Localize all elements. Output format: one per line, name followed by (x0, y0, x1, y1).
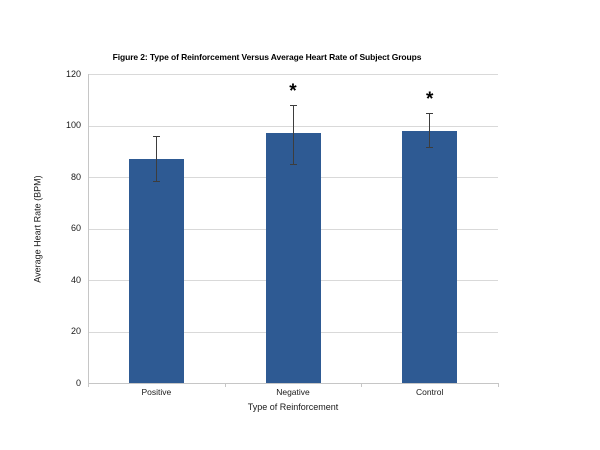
error-bar-positive (155, 135, 157, 181)
x-axis-title: Type of Reinforcement (247, 402, 339, 412)
error-cap-top-negative (289, 104, 297, 106)
error-cap-top-positive (152, 135, 160, 137)
y-tick-label-0: 0 (75, 377, 81, 388)
gridline-120 (88, 74, 498, 75)
bar-negative (265, 133, 321, 383)
x-axis-tick-1 (224, 383, 226, 387)
error-cap-bottom-negative (289, 164, 297, 166)
error-bar-control (429, 112, 431, 148)
y-tick-label-100: 100 (65, 120, 81, 130)
x-tick-label-negative: Negative (276, 387, 310, 397)
y-tick-label-120: 120 (65, 68, 81, 79)
y-axis-line (88, 74, 89, 384)
x-axis-tick-3 (498, 383, 499, 387)
y-tick-label-40: 40 (70, 274, 81, 285)
y-tick-label-80: 80 (70, 171, 81, 182)
x-axis-line (88, 383, 499, 384)
y-tick-label-20: 20 (70, 326, 81, 336)
bar-control (402, 130, 458, 383)
error-cap-top-control (426, 112, 434, 114)
x-axis-tick-0 (88, 383, 89, 387)
x-tick-label-positive: Positive (141, 387, 172, 397)
y-tick-label-60: 60 (70, 223, 81, 233)
significance-asterisk-control: * (425, 88, 434, 110)
significance-asterisk-negative: * (289, 80, 297, 102)
x-axis-tick-2 (361, 383, 363, 387)
error-cap-bottom-positive (152, 180, 160, 182)
chart-title: Figure 2: Type of Reinforcement Versus A… (112, 52, 422, 62)
error-bar-negative (292, 104, 294, 165)
bar-positive (128, 158, 184, 383)
error-cap-bottom-control (426, 147, 434, 149)
x-tick-label-control: Control (415, 387, 444, 397)
